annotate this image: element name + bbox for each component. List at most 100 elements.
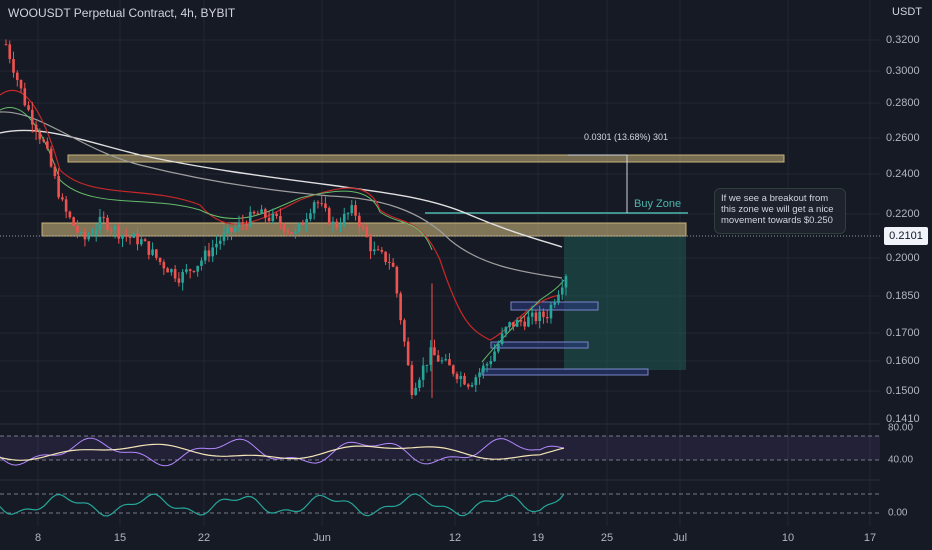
- candle-body: [57, 176, 60, 198]
- candle-body: [166, 268, 169, 273]
- demand-box-3[interactable]: [481, 368, 649, 376]
- candle-body: [15, 72, 19, 80]
- candle-body: [342, 213, 346, 226]
- candle-body: [410, 365, 414, 395]
- candle-body: [301, 223, 305, 225]
- price-tick: 0.2200: [886, 208, 920, 220]
- candle-body: [339, 225, 342, 228]
- time-axis[interactable]: 8 15 22 Jun 12 19 25 Jul 10 17: [0, 526, 880, 550]
- measure-label[interactable]: 0.0301 (13.68%) 301: [584, 132, 669, 142]
- candle-body: [512, 322, 515, 327]
- candle-body: [23, 88, 27, 106]
- candle-body: [19, 79, 23, 89]
- price-tick: 0.1700: [886, 327, 920, 339]
- time-tick: 25: [600, 532, 614, 544]
- time-tick: 15: [113, 532, 127, 544]
- buy-zone-label[interactable]: Buy Zone: [634, 198, 682, 210]
- candle-body: [331, 221, 335, 225]
- candle-body: [275, 213, 278, 216]
- price-axis[interactable]: 0.3200 0.3000 0.2800 0.2600 0.2400 0.220…: [880, 0, 932, 550]
- candle-body: [395, 266, 399, 294]
- price-tick: 0.2400: [886, 168, 920, 180]
- callout-note[interactable]: If we see a breakout from this zone we w…: [714, 188, 846, 234]
- candle-body: [354, 205, 357, 216]
- candle-body: [271, 213, 275, 221]
- candle-body: [474, 377, 478, 386]
- candle-body: [162, 262, 166, 269]
- candle-body: [369, 236, 372, 252]
- time-tick: 17: [863, 532, 877, 544]
- candle-body: [136, 233, 139, 245]
- candle-body: [226, 227, 230, 234]
- candle-body: [380, 249, 384, 252]
- candle-body: [545, 317, 549, 319]
- ma-mid-line: [0, 111, 563, 279]
- candle-body: [421, 365, 425, 380]
- candle-body: [248, 211, 252, 227]
- candle-body: [121, 235, 124, 239]
- candle-body: [497, 344, 500, 352]
- candle-body: [286, 231, 290, 233]
- candle-body: [188, 269, 192, 271]
- ma-fast-line: [0, 89, 561, 341]
- candle-body: [233, 227, 237, 232]
- price-tick: 0.1410: [886, 413, 920, 425]
- currency-label[interactable]: USDT: [892, 6, 922, 18]
- candle-body: [158, 257, 162, 263]
- candle-body: [38, 131, 42, 140]
- time-tick: Jul: [672, 532, 688, 544]
- time-tick: Jun: [313, 532, 331, 544]
- candle-body: [384, 251, 387, 262]
- candle-body: [519, 319, 523, 322]
- price-tick: 0.3200: [886, 34, 920, 46]
- candle-body: [200, 260, 203, 266]
- candle-body: [538, 311, 541, 322]
- candle-body: [444, 359, 448, 361]
- candle-body: [448, 359, 451, 366]
- candle-body: [493, 351, 496, 362]
- candle-body: [241, 222, 245, 224]
- candle-body: [470, 385, 474, 387]
- candle-body: [523, 321, 526, 327]
- candle-body: [350, 205, 354, 214]
- upper-resistance-zone[interactable]: [67, 154, 785, 163]
- candle-body: [327, 208, 331, 225]
- candle-body: [264, 209, 267, 218]
- candle-body: [320, 203, 324, 205]
- candle-body: [192, 270, 196, 272]
- rsi-level-label: 40.00: [888, 454, 914, 466]
- candle-body: [335, 221, 339, 228]
- candle-body: [466, 384, 470, 387]
- time-tick: 12: [448, 532, 462, 544]
- demand-box-2[interactable]: [490, 341, 589, 349]
- candle-body: [504, 327, 508, 334]
- ma-green-line: [0, 107, 433, 251]
- candle-body: [117, 226, 121, 239]
- candle-body: [324, 203, 327, 209]
- candle-body: [155, 249, 158, 258]
- chart-canvas[interactable]: [0, 0, 880, 550]
- candle-body: [128, 236, 132, 238]
- candle-body: [196, 265, 199, 272]
- candle-body: [215, 243, 218, 248]
- price-tick: 0.1600: [886, 355, 920, 367]
- candle-body: [252, 211, 256, 214]
- candle-body: [87, 235, 90, 240]
- candlestick-series[interactable]: [4, 39, 568, 399]
- candle-body: [433, 347, 436, 356]
- oscillator-line: [0, 493, 565, 517]
- candle-body: [143, 239, 147, 242]
- candle-body: [560, 287, 564, 295]
- candle-body: [237, 222, 241, 228]
- candle-body: [79, 231, 83, 233]
- ma-slow-line: [0, 129, 563, 248]
- candle-body: [147, 241, 151, 255]
- candle-body: [256, 213, 260, 215]
- candle-body: [527, 316, 530, 327]
- candle-body: [211, 247, 215, 257]
- candle-body: [267, 217, 271, 221]
- breakout-zone[interactable]: [41, 222, 687, 237]
- symbol-title[interactable]: WOOUSDT Perpetual Contract, 4h, BYBIT: [8, 6, 236, 20]
- candle-body: [185, 269, 188, 272]
- candle-body: [102, 216, 106, 218]
